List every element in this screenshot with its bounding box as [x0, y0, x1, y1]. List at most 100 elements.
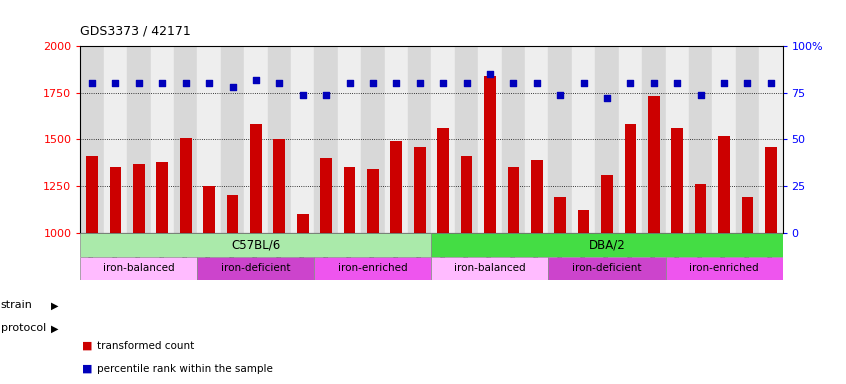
- Bar: [174, 46, 197, 233]
- Bar: [104, 46, 127, 233]
- Bar: [315, 46, 338, 233]
- Bar: [554, 197, 566, 233]
- Bar: [742, 197, 753, 233]
- Point: [694, 91, 707, 98]
- Bar: [361, 46, 385, 233]
- Bar: [502, 46, 525, 233]
- Bar: [367, 169, 379, 233]
- Point: [366, 80, 380, 86]
- Bar: [391, 141, 402, 233]
- Bar: [666, 257, 783, 280]
- Point: [483, 71, 497, 77]
- Point: [670, 80, 684, 86]
- Bar: [548, 46, 572, 233]
- Bar: [672, 128, 683, 233]
- Point: [296, 91, 310, 98]
- Point: [202, 80, 216, 86]
- Point: [226, 84, 239, 90]
- Bar: [461, 156, 472, 233]
- Bar: [596, 46, 618, 233]
- Bar: [297, 214, 309, 233]
- Point: [179, 80, 193, 86]
- Text: ▶: ▶: [51, 323, 58, 333]
- Bar: [689, 46, 712, 233]
- Bar: [250, 124, 261, 233]
- Bar: [291, 46, 315, 233]
- Point: [156, 80, 169, 86]
- Bar: [197, 257, 315, 280]
- Bar: [718, 136, 730, 233]
- Point: [647, 80, 661, 86]
- Bar: [508, 167, 519, 233]
- Bar: [642, 46, 666, 233]
- Point: [272, 80, 286, 86]
- Bar: [221, 46, 244, 233]
- Text: GDS3373 / 42171: GDS3373 / 42171: [80, 25, 191, 38]
- Bar: [110, 167, 121, 233]
- Point: [320, 91, 333, 98]
- Bar: [648, 96, 660, 233]
- Bar: [455, 46, 478, 233]
- Text: ▶: ▶: [51, 300, 58, 310]
- Bar: [197, 46, 221, 233]
- Text: iron-deficient: iron-deficient: [221, 263, 291, 273]
- Bar: [267, 46, 291, 233]
- Bar: [157, 162, 168, 233]
- Text: strain: strain: [1, 300, 33, 310]
- Point: [343, 80, 356, 86]
- Text: iron-enriched: iron-enriched: [338, 263, 408, 273]
- Point: [601, 95, 614, 101]
- Bar: [338, 46, 361, 233]
- Text: iron-balanced: iron-balanced: [103, 263, 174, 273]
- Bar: [695, 184, 706, 233]
- Bar: [227, 195, 239, 233]
- Point: [85, 80, 99, 86]
- Point: [764, 80, 777, 86]
- Text: ■: ■: [82, 341, 92, 351]
- Text: iron-balanced: iron-balanced: [454, 263, 525, 273]
- Text: iron-deficient: iron-deficient: [572, 263, 642, 273]
- Point: [624, 80, 637, 86]
- Point: [108, 80, 123, 86]
- Bar: [80, 46, 104, 233]
- Bar: [80, 257, 197, 280]
- Point: [132, 80, 146, 86]
- Point: [437, 80, 450, 86]
- Bar: [431, 46, 455, 233]
- Point: [553, 91, 567, 98]
- Bar: [578, 210, 590, 233]
- Point: [577, 80, 591, 86]
- Bar: [414, 147, 426, 233]
- Bar: [525, 46, 548, 233]
- Point: [507, 80, 520, 86]
- Bar: [385, 46, 408, 233]
- Text: percentile rank within the sample: percentile rank within the sample: [97, 364, 273, 374]
- Bar: [618, 46, 642, 233]
- Bar: [315, 257, 431, 280]
- Text: iron-enriched: iron-enriched: [689, 263, 759, 273]
- Text: C57BL/6: C57BL/6: [231, 238, 281, 251]
- Bar: [759, 46, 783, 233]
- Point: [250, 77, 263, 83]
- Bar: [572, 46, 596, 233]
- Bar: [712, 46, 736, 233]
- Bar: [343, 167, 355, 233]
- Point: [530, 80, 544, 86]
- Bar: [478, 46, 502, 233]
- Bar: [133, 164, 145, 233]
- Point: [389, 80, 404, 86]
- Bar: [736, 46, 759, 233]
- Bar: [180, 137, 191, 233]
- Text: transformed count: transformed count: [97, 341, 195, 351]
- Bar: [86, 156, 98, 233]
- Bar: [273, 139, 285, 233]
- Point: [460, 80, 474, 86]
- Bar: [127, 46, 151, 233]
- Point: [741, 80, 755, 86]
- Bar: [244, 46, 267, 233]
- Bar: [602, 175, 613, 233]
- Bar: [484, 76, 496, 233]
- Bar: [321, 158, 332, 233]
- Text: protocol: protocol: [1, 323, 46, 333]
- Bar: [151, 46, 174, 233]
